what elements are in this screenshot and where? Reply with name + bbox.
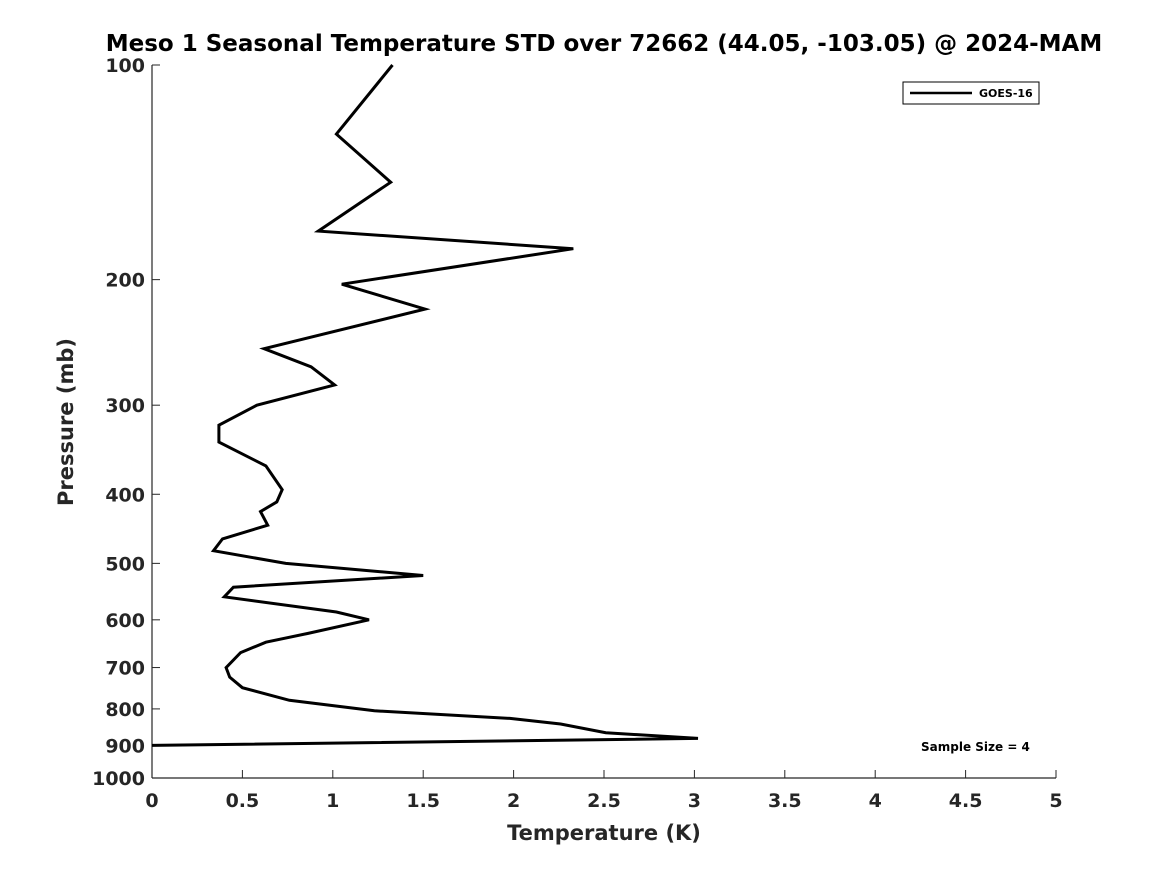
plot-area: 0 0.5 1 1.5 2 2.5 3 3.5 4 4.5 5 100 200 300 400 500 600… — [92, 55, 1063, 812]
x-axis-label: Temperature (K) — [507, 821, 701, 845]
x-tick-label: 5 — [1049, 790, 1062, 812]
x-tick-label: 4 — [869, 790, 882, 812]
x-tick-label: 3 — [688, 790, 701, 812]
x-tick-label: 3.5 — [768, 790, 802, 812]
series-line-goes-16 — [151, 64, 699, 747]
y-tick-label: 1000 — [92, 768, 145, 790]
chart-title: Meso 1 Seasonal Temperature STD over 726… — [106, 31, 1103, 57]
y-tick-label: 700 — [105, 658, 145, 680]
y-axis-label: Pressure (mb) — [54, 338, 78, 506]
y-tick-label: 200 — [105, 270, 145, 292]
x-tick-label: 0 — [145, 790, 158, 812]
y-tick-label: 500 — [105, 553, 145, 575]
x-tick-label: 2.5 — [587, 790, 621, 812]
y-tick-label: 100 — [105, 55, 145, 77]
y-tick-label: 800 — [105, 699, 145, 721]
y-tick-label: 300 — [105, 395, 145, 417]
x-tick-label: 4.5 — [949, 790, 983, 812]
x-tick-label: 1.5 — [406, 790, 440, 812]
y-tick-label: 600 — [105, 610, 145, 632]
x-tick-label: 2 — [507, 790, 520, 812]
legend: GOES-16 — [902, 81, 1040, 105]
legend-entry-goes-16: GOES-16 — [979, 87, 1033, 100]
x-ticks: 0 0.5 1 1.5 2 2.5 3 3.5 4 4.5 5 — [145, 770, 1063, 812]
y-tick-label: 900 — [105, 735, 145, 757]
x-tick-label: 1 — [326, 790, 339, 812]
sample-size-annotation: Sample Size = 4 — [921, 740, 1030, 754]
series-layer — [151, 64, 699, 747]
y-ticks: 100 200 300 400 500 600 700 800 900 1000 — [92, 55, 160, 790]
x-tick-label: 0.5 — [226, 790, 260, 812]
y-tick-label: 400 — [105, 484, 145, 506]
